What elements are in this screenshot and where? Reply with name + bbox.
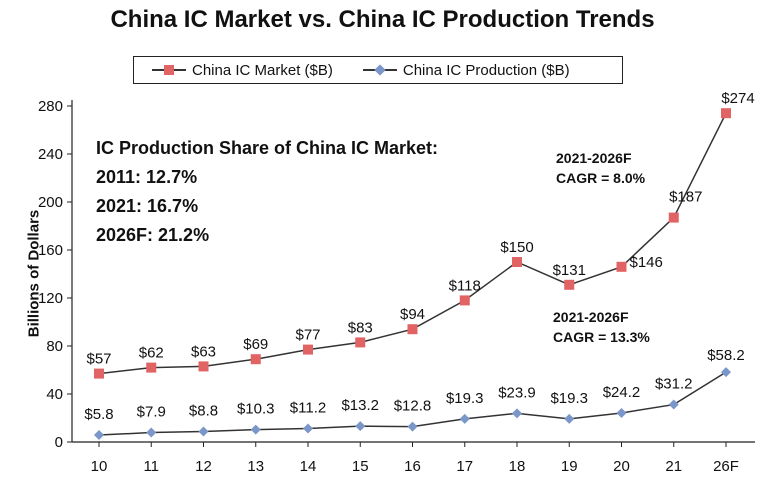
x-tick-label: 11 [143, 458, 159, 475]
market-data-label: $77 [295, 327, 320, 344]
y-tick-label: 0 [55, 434, 63, 451]
production-data-label: $5.8 [84, 406, 113, 423]
production-share-annotation: IC Production Share of China IC Market: … [96, 134, 438, 250]
share-2026f: 2026F: 21.2% [96, 225, 210, 245]
chart-title: China IC Market vs. China IC Production … [110, 6, 655, 33]
production-cagr-period: 2021-2026F [553, 309, 629, 325]
market-data-label: $118 [449, 277, 481, 294]
production-data-label: $19.3 [446, 390, 484, 407]
legend-item-production: China IC Production ($B) [362, 61, 570, 79]
market-data-point [94, 368, 104, 379]
x-tick-label: 10 [91, 458, 108, 475]
production-data-point [250, 424, 261, 435]
market-cagr-annotation: 2021-2026F CAGR = 8.0% [556, 148, 645, 188]
production-data-point [564, 413, 575, 424]
y-tick-label: 40 [46, 386, 63, 403]
market-data-label: $57 [86, 351, 111, 368]
production-data-point [303, 423, 313, 434]
x-tick-label: 26F [713, 458, 739, 475]
legend-square-marker [164, 65, 174, 75]
market-data-label: $63 [191, 343, 216, 360]
production-data-point [146, 427, 157, 438]
production-data-point [459, 413, 470, 424]
market-data-point [250, 354, 261, 365]
market-data-point [146, 362, 157, 373]
x-tick-label: 17 [456, 458, 473, 475]
market-data-label: $131 [553, 262, 586, 279]
legend-market-label: China IC Market ($B) [192, 61, 333, 79]
production-data-label: $10.3 [237, 401, 275, 418]
share-2021: 2021: 16.7% [96, 196, 199, 216]
chart-legend: China IC Market ($B) China IC Production… [133, 56, 623, 84]
production-data-label: $23.9 [498, 384, 536, 401]
market-data-label: $150 [500, 239, 533, 256]
y-tick-label: 160 [38, 242, 63, 259]
production-data-point [721, 367, 731, 378]
production-cagr-value: CAGR = 13.3% [553, 329, 650, 345]
production-data-point [355, 421, 366, 432]
market-data-label: $146 [630, 254, 663, 271]
production-data-label: $19.3 [550, 390, 588, 407]
production-data-point [94, 430, 104, 441]
legend-market-line [152, 65, 186, 75]
market-data-point [616, 261, 627, 272]
market-data-point [459, 295, 470, 306]
market-data-point [355, 337, 366, 348]
x-tick-label: 15 [352, 458, 369, 475]
market-data-label: $62 [139, 345, 164, 362]
production-data-point [512, 408, 522, 419]
production-data-point [616, 407, 627, 418]
production-data-label: $24.2 [603, 384, 641, 401]
production-data-label: $12.8 [394, 398, 432, 415]
market-data-point [198, 361, 209, 372]
x-tick-label: 21 [665, 458, 682, 475]
market-data-point [668, 212, 679, 223]
share-heading: IC Production Share of China IC Market: [96, 138, 439, 158]
legend-production-line [362, 64, 397, 76]
production-cagr-annotation: 2021-2026F CAGR = 13.3% [553, 307, 650, 347]
production-data-point [198, 426, 209, 437]
market-cagr-value: CAGR = 8.0% [556, 170, 646, 186]
production-data-point [407, 421, 418, 432]
market-data-point [407, 324, 418, 335]
market-data-label: $69 [243, 336, 268, 353]
market-data-label: $94 [400, 306, 425, 323]
production-data-label: $8.8 [189, 402, 218, 419]
market-data-point [721, 108, 731, 119]
production-data-label: $13.2 [341, 397, 379, 414]
x-tick-label: 14 [300, 458, 317, 475]
x-tick-label: 18 [509, 458, 526, 475]
x-tick-label: 12 [195, 458, 212, 475]
legend-production-label: China IC Production ($B) [402, 61, 570, 79]
production-data-point [668, 399, 679, 410]
x-tick-label: 16 [404, 458, 421, 475]
y-tick-label: 280 [38, 98, 63, 115]
legend-item-market: China IC Market ($B) [152, 62, 333, 79]
y-tick-label: 200 [38, 194, 63, 211]
market-data-point [564, 279, 575, 290]
x-tick-label: 19 [561, 458, 578, 475]
y-tick-label: 240 [38, 146, 63, 163]
market-data-point [303, 344, 313, 355]
x-tick-label: 20 [613, 458, 630, 475]
share-2011: 2011: 12.7% [96, 167, 198, 187]
y-tick-label: 80 [46, 338, 63, 355]
production-data-label: $58.2 [707, 347, 745, 364]
market-data-label: $83 [348, 319, 373, 336]
market-data-label: $187 [669, 189, 702, 206]
market-cagr-period: 2021-2026F [556, 150, 632, 166]
market-series-line [98, 112, 727, 375]
production-data-label: $7.9 [137, 404, 166, 421]
market-data-label: $274 [721, 90, 754, 107]
production-data-label: $11.2 [290, 400, 326, 417]
x-tick-label: 13 [247, 458, 264, 475]
y-tick-label: 120 [38, 290, 63, 307]
market-data-point [512, 257, 522, 267]
production-data-label: $31.2 [655, 376, 693, 393]
